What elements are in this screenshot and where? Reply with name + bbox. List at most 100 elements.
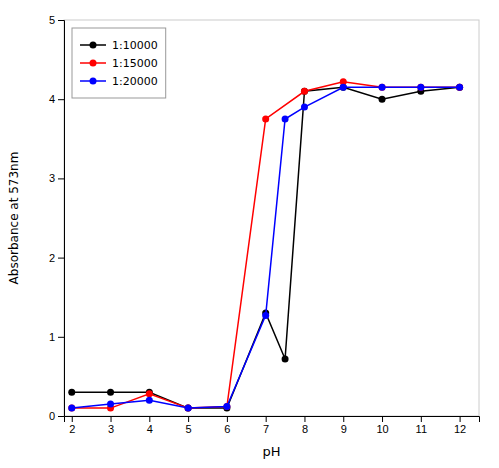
legend-label: 1:15000 xyxy=(112,57,158,70)
tick-mark xyxy=(343,416,344,422)
tick-mark xyxy=(266,416,267,422)
point xyxy=(456,84,463,91)
tick: 10 xyxy=(376,416,388,435)
plot-frame xyxy=(64,20,479,416)
point xyxy=(68,389,75,396)
point xyxy=(223,403,230,410)
tick-mark xyxy=(421,416,422,422)
tick: 1 xyxy=(49,331,64,343)
tick: 7 xyxy=(263,416,269,435)
tick: 4 xyxy=(49,93,64,105)
point xyxy=(185,405,192,412)
plot: 234567891011120123451:100001:150001:2000… xyxy=(49,14,480,435)
tick: 6 xyxy=(224,416,230,435)
series-line xyxy=(72,87,460,408)
legend-marker xyxy=(90,42,97,49)
legend-marker xyxy=(90,60,97,67)
point xyxy=(185,405,192,412)
tick: 0 xyxy=(49,410,64,422)
axis-line xyxy=(58,21,65,417)
tick-label: 6 xyxy=(224,423,230,435)
tick-mark xyxy=(58,416,64,417)
tick: 3 xyxy=(49,172,64,184)
point xyxy=(107,389,114,396)
point xyxy=(379,84,386,91)
tick-mark xyxy=(111,416,112,422)
tick-label: 3 xyxy=(49,172,55,184)
tick: 5 xyxy=(186,416,192,435)
series xyxy=(68,78,463,411)
series-area xyxy=(68,78,463,411)
chart: 234567891011120123451:100001:150001:2000… xyxy=(0,0,499,468)
tick-label: 5 xyxy=(49,14,55,26)
point xyxy=(456,84,463,91)
tick: 4 xyxy=(147,416,153,435)
tick: 12 xyxy=(454,416,466,435)
y-axis-title: Absorbance at 573nm xyxy=(7,152,21,285)
point xyxy=(340,84,347,91)
point xyxy=(282,355,289,362)
tick: 2 xyxy=(49,252,64,264)
tick-label: 7 xyxy=(263,423,269,435)
point xyxy=(456,84,463,91)
series xyxy=(68,84,463,412)
point xyxy=(107,401,114,408)
series-line xyxy=(72,87,460,408)
tick-mark xyxy=(58,20,64,21)
point xyxy=(262,312,269,319)
tick: 5 xyxy=(49,14,64,26)
point xyxy=(301,104,308,111)
tick-mark xyxy=(304,416,305,422)
tick-label: 2 xyxy=(69,423,75,435)
tick-label: 4 xyxy=(147,423,153,435)
tick-mark xyxy=(460,416,461,422)
point xyxy=(282,116,289,123)
tick-mark xyxy=(382,416,383,422)
tick-label: 12 xyxy=(454,423,466,435)
series xyxy=(68,84,463,412)
legend-marker xyxy=(90,78,97,85)
point xyxy=(417,84,424,91)
tick-mark xyxy=(58,178,64,179)
point xyxy=(68,405,75,412)
tick: 11 xyxy=(416,416,427,435)
legend-label: 1:20000 xyxy=(112,75,158,88)
point xyxy=(185,405,192,412)
point xyxy=(379,84,386,91)
tick-label: 0 xyxy=(49,410,55,422)
tick-mark xyxy=(72,416,73,422)
tick-label: 2 xyxy=(49,252,55,264)
point xyxy=(68,405,75,412)
tick-label: 9 xyxy=(341,423,347,435)
tick: 8 xyxy=(302,416,308,435)
tick-mark xyxy=(149,416,150,422)
legend-frame xyxy=(72,28,166,98)
tick-mark xyxy=(58,337,64,338)
point xyxy=(146,397,153,404)
point xyxy=(146,390,153,397)
tick-label: 11 xyxy=(416,423,427,435)
x-axis-title: pH xyxy=(262,444,280,459)
point xyxy=(340,84,347,91)
tick: 3 xyxy=(108,416,114,435)
tick-label: 1 xyxy=(49,331,55,343)
tick-label: 8 xyxy=(302,423,308,435)
series-line xyxy=(72,82,460,408)
point xyxy=(301,88,308,95)
axis-line xyxy=(65,417,480,423)
tick-mark xyxy=(188,416,189,422)
tick-label: 4 xyxy=(49,93,55,105)
tick: 9 xyxy=(341,416,347,435)
point xyxy=(379,96,386,103)
point xyxy=(417,84,424,91)
tick-mark xyxy=(227,416,228,422)
tick-label: 5 xyxy=(186,423,192,435)
tick-mark xyxy=(58,99,64,100)
point xyxy=(262,116,269,123)
tick-label: 3 xyxy=(108,423,114,435)
legend: 1:10000 1:15000 1:20000 xyxy=(72,28,166,98)
point xyxy=(223,403,230,410)
legend-label: 1:10000 xyxy=(112,39,158,52)
y-axis: 0 1 2 3 4 5 xyxy=(49,14,65,422)
x-axis: 2 3 4 5 6 7 8 9 10 11 12 xyxy=(65,416,480,435)
